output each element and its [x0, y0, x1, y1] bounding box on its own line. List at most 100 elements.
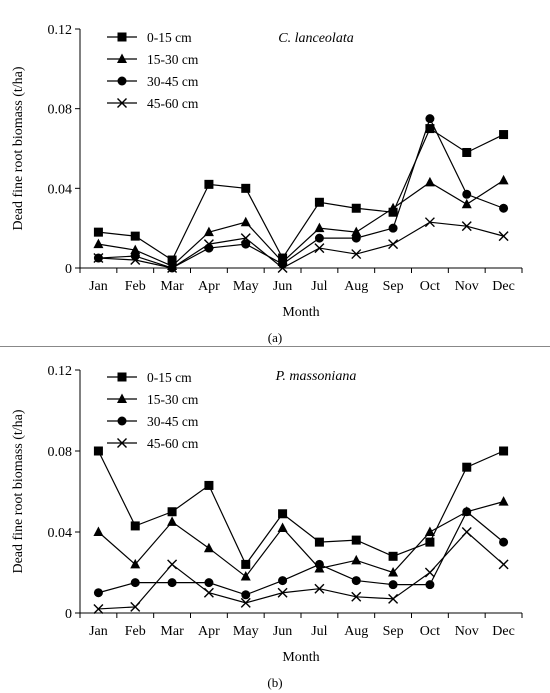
x-tick-label: Mar — [160, 624, 184, 639]
data-point-series-0 — [241, 183, 251, 193]
data-point-series-1 — [424, 526, 435, 536]
legend-marker — [117, 438, 127, 448]
data-point-series-1 — [388, 202, 399, 213]
panel-label: (b) — [267, 675, 282, 690]
data-point-series-0 — [204, 480, 214, 490]
data-point-series-0 — [241, 559, 251, 569]
data-point-series-3 — [351, 249, 362, 260]
data-point-series-3 — [314, 583, 325, 594]
data-point-series-1 — [130, 244, 141, 255]
data-point-series-2 — [425, 580, 435, 590]
data-point-series-2 — [462, 189, 472, 199]
x-tick-label: Aug — [344, 279, 368, 294]
legend-marker — [117, 32, 127, 42]
data-point-series-3 — [203, 239, 214, 250]
legend-label: 45-60 cm — [147, 96, 199, 111]
y-tick-label: 0 — [65, 262, 72, 277]
x-axis-title: Month — [282, 650, 319, 665]
legend-marker — [117, 98, 127, 108]
data-point-series-1 — [388, 567, 399, 577]
data-point-series-0 — [388, 551, 398, 561]
x-tick-label: Jan — [89, 624, 108, 639]
legend-label: 30-45 cm — [147, 74, 199, 89]
data-point-series-0 — [351, 535, 361, 545]
data-point-series-2 — [167, 578, 177, 588]
data-point-series-0 — [425, 124, 435, 134]
data-point-series-1 — [130, 558, 141, 569]
data-point-series-2 — [93, 588, 103, 598]
data-point-series-3 — [388, 593, 399, 604]
data-point-series-2 — [499, 203, 509, 213]
data-point-series-2 — [130, 578, 140, 588]
data-point-series-1 — [203, 542, 214, 553]
legend-marker — [117, 416, 127, 426]
legend-label: 0-15 cm — [147, 370, 192, 385]
data-point-series-0 — [314, 537, 324, 547]
data-point-series-1 — [424, 176, 435, 187]
x-tick-label: Aug — [344, 624, 368, 639]
data-point-series-3 — [93, 603, 104, 614]
x-tick-label: Feb — [125, 624, 146, 639]
data-point-series-1 — [93, 238, 104, 249]
legend-label: 0-15 cm — [147, 30, 192, 45]
data-point-series-3 — [203, 587, 214, 598]
data-point-series-0 — [278, 509, 288, 519]
y-axis-title: Dead fine root biomass (t/ha) — [11, 66, 26, 230]
chart-panel-b: 0 0.04 0.08 0.12 Jan Feb Mar Apr May Jun Jul Aug Sep… — [0, 346, 550, 693]
data-point-series-3 — [424, 217, 435, 228]
data-point-series-0 — [314, 197, 324, 207]
data-point-series-0 — [351, 203, 361, 213]
legend-marker — [117, 76, 127, 86]
x-tick-label: Apr — [198, 279, 220, 294]
legend-marker — [117, 372, 127, 382]
data-point-series-3 — [314, 243, 325, 254]
data-point-series-3 — [167, 263, 178, 273]
data-point-series-3 — [167, 559, 178, 570]
data-point-series-3 — [461, 221, 472, 232]
data-point-series-0 — [130, 231, 140, 241]
data-point-series-3 — [498, 231, 509, 242]
data-point-series-2 — [499, 537, 509, 547]
data-point-series-0 — [462, 462, 472, 472]
x-tick-label: Nov — [455, 624, 479, 639]
data-point-series-3 — [277, 587, 288, 598]
x-tick-label: Jul — [311, 279, 327, 294]
data-point-series-3 — [130, 601, 141, 612]
legend-label: 15-30 cm — [147, 52, 199, 67]
data-point-series-2 — [314, 559, 324, 569]
species-annotation: C. lanceolata — [278, 31, 353, 46]
legend-label: 30-45 cm — [147, 414, 199, 429]
data-point-series-0 — [425, 537, 435, 547]
panel-label: (a) — [268, 330, 282, 345]
data-point-series-1 — [167, 516, 178, 526]
data-point-series-2 — [351, 576, 361, 586]
series-line-0 — [97, 450, 504, 566]
legend-label: 45-60 cm — [147, 436, 199, 451]
data-point-series-2 — [241, 239, 251, 249]
y-axis-title: Dead fine root biomass (t/ha) — [11, 409, 26, 573]
data-point-series-2 — [462, 507, 472, 517]
data-point-series-1 — [314, 222, 325, 233]
legend-label: 15-30 cm — [147, 392, 199, 407]
data-point-series-0 — [204, 179, 214, 189]
x-tick-label: May — [233, 279, 259, 294]
series-line-1 — [98, 501, 504, 578]
x-tick-label: Jan — [89, 279, 108, 294]
data-point-series-3 — [498, 559, 509, 570]
series-line-2 — [98, 510, 504, 596]
line-chart-a: 0 0.04 0.08 0.12 Jan Feb Mar Apr May Jun Jul Aug Sep… — [11, 23, 523, 345]
data-point-series-2 — [388, 580, 398, 590]
legend-marker — [117, 393, 127, 403]
y-tick-label: 0.04 — [48, 526, 73, 541]
data-point-series-0 — [93, 227, 103, 237]
series-line-2 — [98, 117, 504, 269]
species-annotation: P. massoniana — [275, 369, 357, 384]
data-point-series-1 — [203, 226, 214, 237]
data-point-series-0 — [499, 446, 509, 456]
y-tick-label: 0.08 — [48, 445, 73, 460]
series-line-1 — [98, 179, 504, 267]
line-chart-b: 0 0.04 0.08 0.12 Jan Feb Mar Apr May Jun Jul Aug Sep… — [11, 364, 523, 690]
data-point-series-0 — [499, 130, 509, 140]
data-point-series-3 — [240, 597, 251, 608]
data-point-series-1 — [93, 526, 104, 536]
